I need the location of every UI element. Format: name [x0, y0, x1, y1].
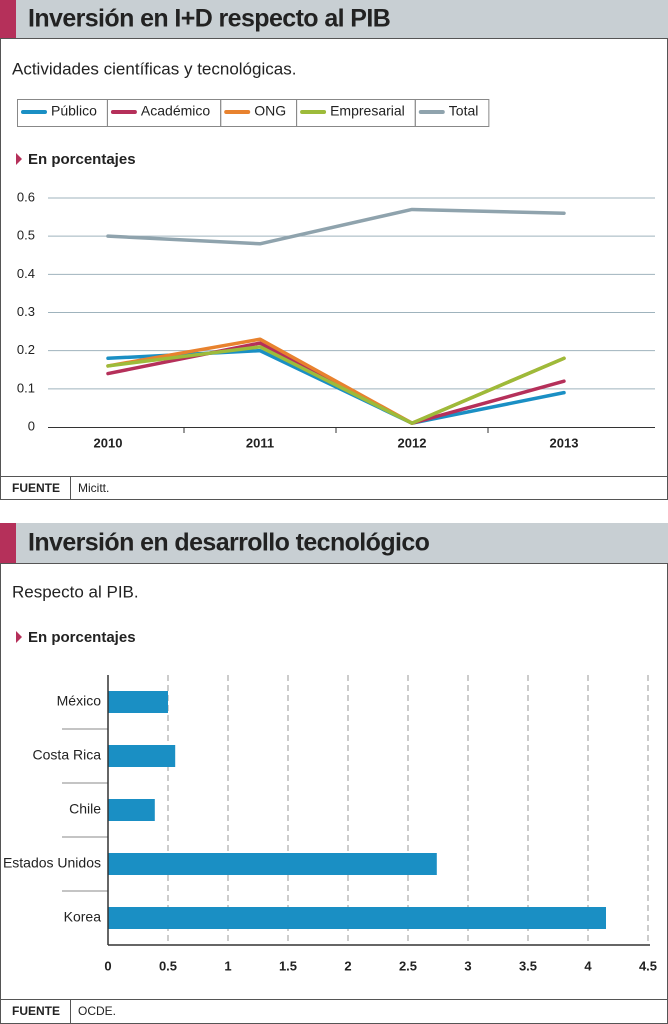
- legend: Público Académico ONG Empresarial Total: [17, 99, 490, 127]
- y-tick-label: 0.6: [17, 189, 35, 204]
- y-tick-label: 0.4: [17, 266, 35, 281]
- x-tick-label: 2011: [246, 435, 274, 450]
- legend-box: [414, 99, 490, 127]
- subtitle: Actividades científicas y tecnológicas.: [12, 59, 296, 78]
- y-tick-label: 0.3: [17, 304, 35, 319]
- x-tick-label: 2013: [550, 435, 579, 450]
- x-tick-label: 4: [584, 958, 592, 973]
- y-tick-label: 0: [28, 418, 35, 433]
- header-bar: [0, 523, 668, 563]
- y-tick-label: Korea: [64, 909, 102, 925]
- y-tick-label: 0.5: [17, 228, 35, 243]
- unit-label: En porcentajes: [28, 151, 136, 168]
- y-tick-label: Estados Unidos: [3, 855, 101, 871]
- legend-label: ONG: [254, 103, 286, 119]
- legend-label: Empresarial: [330, 103, 405, 119]
- x-tick-label: 2.5: [399, 958, 417, 973]
- x-tick-label: 2010: [94, 435, 123, 450]
- bar: [108, 691, 168, 713]
- bar: [108, 799, 155, 821]
- x-tick-label: 2012: [398, 435, 427, 450]
- plot: 0 0.1 0.2 0.3 0.4 0.5 0.6 2010 2011 2012 2013: [17, 189, 655, 450]
- source-label: FUENTE: [12, 481, 60, 495]
- header-accent: [0, 0, 16, 38]
- x-tick-label: 1.5: [279, 958, 297, 973]
- series-line: [106, 207, 566, 246]
- series-line: [106, 337, 566, 425]
- legend-label: Académico: [141, 103, 210, 119]
- x-tick-label: 0: [104, 958, 111, 973]
- y-tick-label: Costa Rica: [33, 747, 102, 763]
- x-tick-label: 0.5: [159, 958, 177, 973]
- bar: [108, 745, 176, 767]
- header-accent: [0, 523, 16, 563]
- bar: [108, 853, 437, 875]
- legend-label: Público: [51, 103, 97, 119]
- unit-marker: [16, 153, 22, 165]
- unit-marker: [16, 631, 22, 643]
- x-tick-label: 2: [344, 958, 351, 973]
- source: Micitt.: [78, 481, 109, 495]
- y-tick-label: 0.2: [17, 342, 35, 357]
- bar: [108, 907, 606, 929]
- y-tick-label: 0.1: [17, 380, 35, 395]
- plot: 0 0.5 1 1.5 2 2.5 3 3.5 4 4.5 México Costa Rica Chil…: [3, 675, 657, 973]
- x-tick-label: 1: [224, 958, 231, 973]
- x-tick-label: 4.5: [639, 958, 657, 973]
- series-line: [106, 345, 566, 425]
- chart-title: Inversión en desarrollo tecnológico: [28, 529, 430, 557]
- source: OCDE.: [78, 1004, 116, 1018]
- y-tick-label: México: [57, 693, 102, 709]
- x-tick-label: 3: [464, 958, 471, 973]
- chart-title: Inversión en I+D respecto al PIB: [28, 5, 390, 33]
- x-tick-label: 3.5: [519, 958, 537, 973]
- subtitle: Respecto al PIB.: [12, 582, 139, 601]
- header-bar: [0, 0, 668, 38]
- legend-label: Total: [449, 103, 479, 119]
- y-tick-label: Chile: [69, 801, 101, 817]
- unit-label: En porcentajes: [28, 629, 136, 646]
- source-label: FUENTE: [12, 1004, 60, 1018]
